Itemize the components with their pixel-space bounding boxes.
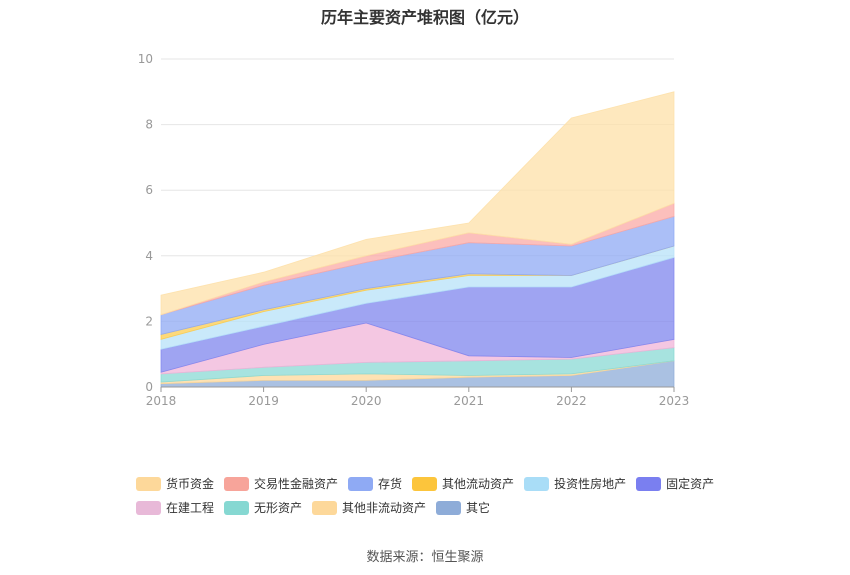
y-tick-label: 2	[145, 314, 153, 328]
legend-item[interactable]: 固定资产	[636, 473, 714, 491]
chart-legend: 货币资金 交易性金融资产 存货 其他流动资产 投资性房地产 固定资产在建工程 无形资产 其他非…	[136, 473, 736, 521]
area-货币资金	[160, 91, 675, 316]
x-tick-label: 2019	[248, 394, 279, 408]
x-tick-label: 2023	[659, 394, 690, 408]
legend-label: 交易性金融资产	[254, 477, 339, 491]
x-tick-label: 2018	[146, 394, 177, 408]
legend-swatch	[136, 500, 161, 515]
legend-swatch	[636, 476, 662, 491]
legend-item[interactable]: 货币资金	[136, 473, 214, 491]
legend-item[interactable]: 其他非流动资产	[312, 497, 426, 515]
legend-label: 其它	[466, 501, 491, 515]
legend-swatch	[312, 500, 338, 515]
legend-item[interactable]: 交易性金融资产	[224, 473, 338, 491]
x-tick-label: 2020	[351, 394, 382, 408]
y-tick-label: 8	[145, 118, 153, 132]
data-source: 数据来源：恒生聚源	[366, 550, 484, 565]
y-tick-label: 6	[145, 183, 153, 197]
legend-item[interactable]: 其它	[436, 497, 490, 515]
legend-swatch	[224, 476, 250, 491]
legend-item[interactable]: 投资性房地产	[524, 473, 626, 491]
legend-label: 固定资产	[666, 477, 715, 491]
legend-item[interactable]: 无形资产	[224, 497, 302, 515]
legend-row: 货币资金 交易性金融资产 存货 其他流动资产 投资性房地产 固定资产	[136, 473, 736, 497]
chart-title: 历年主要资产堆积图（亿元）	[320, 8, 529, 27]
x-tick-label: 2021	[454, 394, 485, 408]
legend-swatch	[436, 500, 462, 515]
legend-swatch	[136, 476, 161, 491]
legend-swatch	[224, 500, 250, 515]
legend-label: 货币资金	[166, 477, 215, 491]
legend-swatch	[348, 476, 374, 491]
x-tick-label: 2022	[556, 394, 587, 408]
legend-label: 无形资产	[254, 501, 303, 515]
y-tick-label: 4	[145, 249, 153, 263]
legend-label: 投资性房地产	[554, 477, 627, 491]
legend-swatch	[412, 476, 438, 491]
legend-row: 在建工程 无形资产 其他非流动资产 其它	[136, 497, 736, 521]
legend-label: 其他流动资产	[442, 477, 515, 491]
legend-label: 其他非流动资产	[342, 501, 427, 515]
y-tick-label: 0	[145, 380, 153, 394]
legend-swatch	[524, 476, 550, 491]
legend-item[interactable]: 在建工程	[136, 497, 214, 515]
legend-item[interactable]: 存货	[348, 473, 402, 491]
y-tick-label: 10	[138, 52, 153, 66]
legend-label: 在建工程	[166, 501, 215, 515]
legend-label: 存货	[378, 477, 403, 491]
legend-item[interactable]: 其他流动资产	[412, 473, 514, 491]
